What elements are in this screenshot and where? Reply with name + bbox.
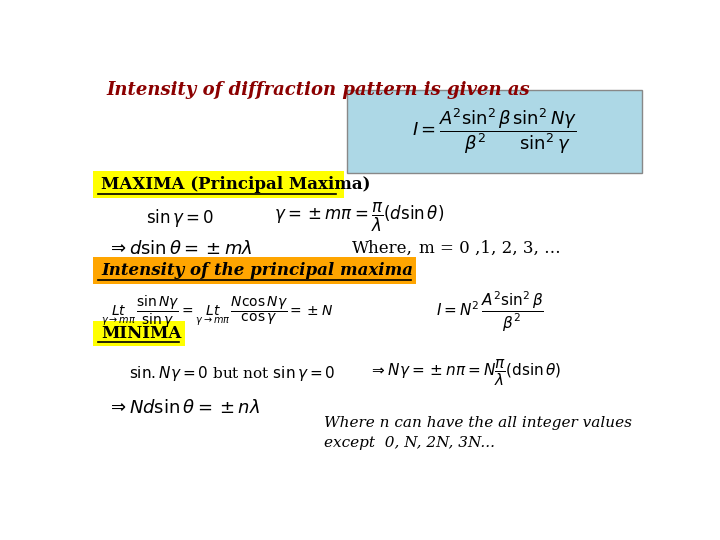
Text: m = 0 ,1, 2, 3, …: m = 0 ,1, 2, 3, … [419,240,561,257]
Text: $\Rightarrow N\gamma = \pm n\pi = N\dfrac{\pi}{\lambda}(\mathrm{d}\sin\theta)$: $\Rightarrow N\gamma = \pm n\pi = N\dfra… [369,359,562,388]
Text: $\underset{\gamma \to m\pi}{Lt}\, \dfrac{\sin N\gamma}{\sin \gamma} = \underset{: $\underset{\gamma \to m\pi}{Lt}\, \dfrac… [101,294,333,330]
FancyBboxPatch shape [93,321,185,346]
Text: Intensity of the principal maxima: Intensity of the principal maxima [101,262,413,279]
Text: $\Rightarrow d\sin\theta = \pm m\lambda$: $\Rightarrow d\sin\theta = \pm m\lambda$ [107,240,253,258]
Text: $\mathrm{sin.}N\gamma = 0$ but not $\sin\gamma = 0$: $\mathrm{sin.}N\gamma = 0$ but not $\sin… [129,364,336,383]
Text: Where,: Where, [352,240,413,257]
Text: Intensity of diffraction pattern is given as: Intensity of diffraction pattern is give… [107,82,531,99]
FancyBboxPatch shape [93,171,344,198]
Text: MAXIMA (Principal Maxima): MAXIMA (Principal Maxima) [101,176,371,193]
Text: $I = \dfrac{A^2 \sin^2 \beta}{\beta^2} \dfrac{\sin^2 N\gamma}{\sin^2 \gamma}$: $I = \dfrac{A^2 \sin^2 \beta}{\beta^2} \… [412,106,577,156]
Text: $I = N^2\, \dfrac{A^2 \sin^2 \beta}{\beta^2}$: $I = N^2\, \dfrac{A^2 \sin^2 \beta}{\bet… [436,290,544,334]
Text: Where n can have the all integer values
except  0, N, 2N, 3N...: Where n can have the all integer values … [324,416,632,450]
Text: MINIMA: MINIMA [101,325,181,342]
FancyBboxPatch shape [93,257,416,284]
Text: $\Rightarrow Nd\sin\theta = \pm n\lambda$: $\Rightarrow Nd\sin\theta = \pm n\lambda… [107,399,260,417]
Text: $\gamma = \pm m\pi = \dfrac{\pi}{\lambda}(d\sin\theta)$: $\gamma = \pm m\pi = \dfrac{\pi}{\lambda… [274,201,444,234]
Text: $\sin \gamma = 0$: $\sin \gamma = 0$ [145,207,214,229]
FancyBboxPatch shape [347,90,642,173]
